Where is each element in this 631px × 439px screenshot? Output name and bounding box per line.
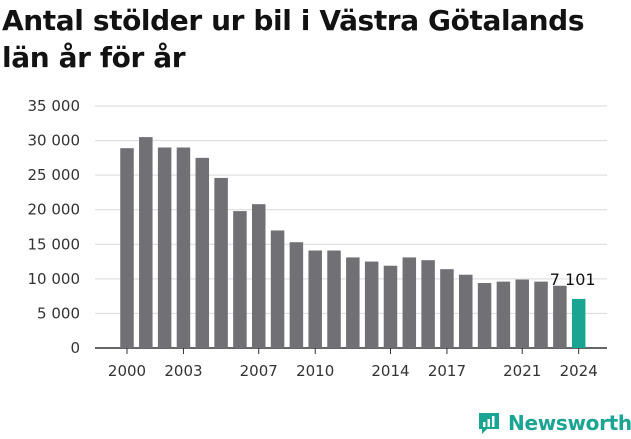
x-tick-label: 2000 <box>108 362 146 380</box>
newsworthy-logo-icon <box>479 413 499 434</box>
bar-2008 <box>270 230 285 348</box>
bar-2013 <box>364 261 379 348</box>
y-tick-label: 0 <box>70 339 80 357</box>
bar-2017 <box>440 269 454 348</box>
bar-2022 <box>534 281 548 348</box>
x-tick-label: 2024 <box>560 362 598 380</box>
data-label-2024: 7 101 <box>550 270 596 289</box>
bar-2009 <box>289 242 304 348</box>
y-tick-label: 20 000 <box>28 201 81 219</box>
bar-2010 <box>308 250 322 348</box>
newsworthy-logo-text: Newsworthy <box>508 411 631 435</box>
bar-2014 <box>383 265 398 348</box>
bar-2023 <box>553 285 567 348</box>
bars <box>120 137 586 348</box>
y-tick-label: 10 000 <box>28 270 81 288</box>
x-tick-label: 2014 <box>371 362 409 380</box>
bar-2002 <box>157 147 172 348</box>
data-labels: 7 101 <box>550 270 596 289</box>
x-tick-label: 2017 <box>428 362 466 380</box>
bar-2006 <box>233 211 247 348</box>
chart-title: Antal stölder ur bil i Västra Götalands … <box>2 4 585 74</box>
x-tick-label: 2003 <box>164 362 202 380</box>
bar-2003 <box>176 147 191 348</box>
bar-2005 <box>214 177 228 348</box>
x-tick-label: 2010 <box>296 362 334 380</box>
bar-2020 <box>496 281 511 348</box>
bar-2012 <box>346 257 360 348</box>
bar-2004 <box>195 157 210 348</box>
y-tick-label: 35 000 <box>28 97 81 115</box>
bar-2016 <box>421 260 435 348</box>
bar-2018 <box>459 274 473 348</box>
bar-2024 <box>571 298 586 348</box>
y-tick-label: 25 000 <box>28 166 81 184</box>
bar-2011 <box>327 250 341 348</box>
bar-2000 <box>120 148 134 348</box>
x-axis-ticks: 2000 2003 2007 2010 2014 2017 2021 2024 <box>108 348 598 380</box>
bar-2021 <box>515 279 529 348</box>
x-tick-label: 2021 <box>503 362 541 380</box>
x-tick-label: 2007 <box>240 362 278 380</box>
bar-2015 <box>402 257 417 348</box>
y-axis-ticks: 0 5 000 10 000 15 000 20 000 25 000 30 000 35 0… <box>28 97 81 357</box>
bar-2001 <box>139 137 153 348</box>
newsworthy-logo: Newsworthy <box>476 408 631 438</box>
bar-2019 <box>477 283 492 348</box>
y-tick-label: 5 000 <box>37 304 80 322</box>
y-tick-label: 15 000 <box>28 235 81 253</box>
bar-2007 <box>251 204 266 348</box>
y-tick-label: 30 000 <box>28 132 81 150</box>
